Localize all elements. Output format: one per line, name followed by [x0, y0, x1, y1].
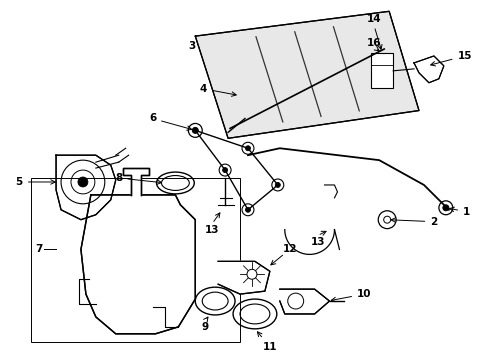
Polygon shape: [81, 195, 195, 334]
Text: 13: 13: [204, 225, 219, 235]
Text: 1: 1: [449, 207, 469, 217]
Text: 14: 14: [366, 14, 381, 24]
Polygon shape: [195, 11, 418, 138]
Circle shape: [245, 146, 250, 151]
Text: 16: 16: [366, 38, 381, 48]
Bar: [31, 178, 240, 342]
Text: 6: 6: [148, 113, 191, 130]
Bar: [370, 53, 392, 88]
Text: 11: 11: [257, 332, 277, 352]
Text: 10: 10: [331, 289, 371, 302]
Polygon shape: [56, 155, 116, 220]
Polygon shape: [279, 289, 329, 314]
Polygon shape: [413, 56, 443, 83]
Circle shape: [222, 168, 227, 172]
Circle shape: [245, 207, 250, 212]
Circle shape: [78, 177, 88, 187]
Text: 12: 12: [282, 244, 296, 255]
Text: 4: 4: [199, 84, 236, 96]
Text: 15: 15: [430, 51, 471, 66]
Text: 5: 5: [16, 177, 55, 187]
Text: 9: 9: [201, 322, 208, 332]
Text: 13: 13: [310, 237, 324, 247]
Text: 2: 2: [390, 217, 437, 227]
Polygon shape: [218, 261, 269, 294]
Text: 8: 8: [115, 173, 161, 184]
Circle shape: [275, 183, 280, 188]
Circle shape: [192, 127, 198, 133]
Polygon shape: [122, 168, 148, 195]
Circle shape: [246, 269, 256, 279]
Text: 3: 3: [188, 41, 196, 51]
Circle shape: [442, 205, 448, 211]
Text: 7: 7: [36, 244, 43, 255]
